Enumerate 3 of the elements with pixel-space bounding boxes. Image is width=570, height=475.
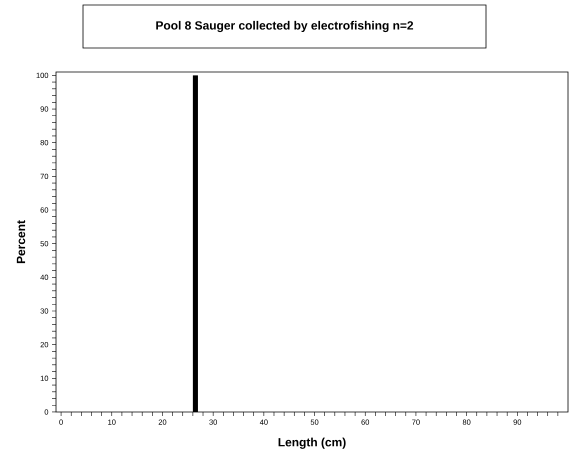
y-axis-title: Percent	[16, 220, 26, 264]
chart-title: Pool 8 Sauger collected by electrofishing n=2	[156, 20, 414, 32]
x-axis-title: Length (cm)	[278, 438, 346, 449]
